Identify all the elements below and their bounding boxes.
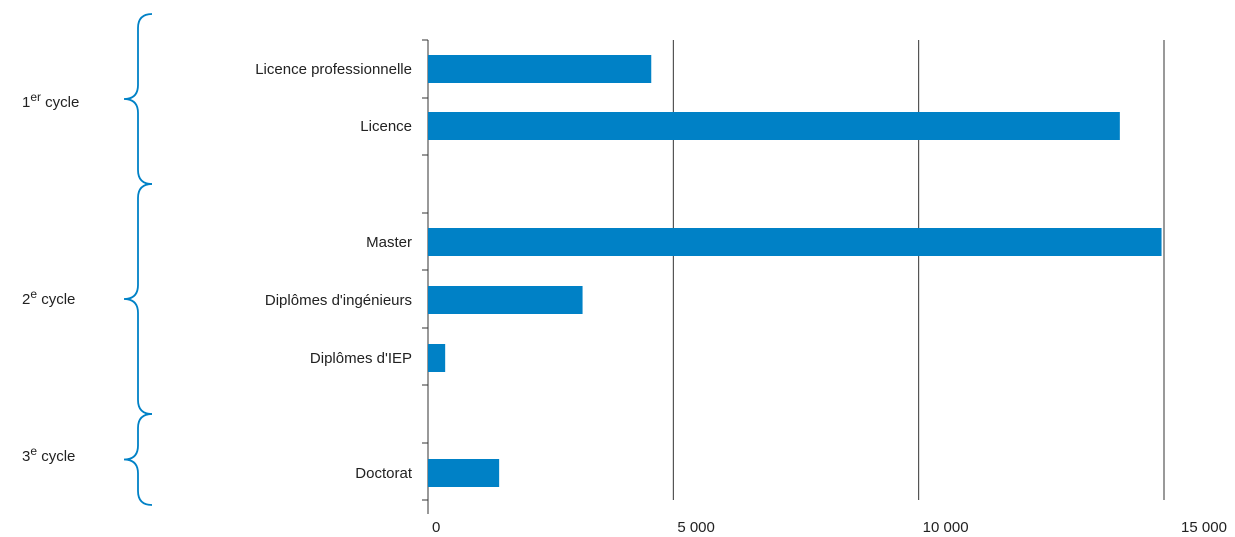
category-label: Diplômes d'ingénieurs (265, 292, 412, 309)
cycle-ordinal-suffix: er (30, 90, 41, 104)
bars (428, 55, 1162, 487)
bar (428, 459, 500, 487)
cycle-brace (123, 183, 153, 415)
cycle-ordinal-suffix: e (30, 444, 37, 458)
cycle-braces (123, 13, 153, 506)
y-axis (422, 39, 429, 514)
cycle-ordinal-suffix: e (30, 287, 37, 301)
cycle-brace (123, 413, 153, 506)
category-labels: Licence professionnelle Licence Master Dipl… (255, 61, 413, 482)
cycle-brace (123, 13, 153, 185)
x-tick-label: 15 000 (1181, 519, 1227, 536)
cycle-word: cycle (37, 448, 75, 465)
cycle-word: cycle (41, 94, 79, 111)
category-label: Doctorat (355, 465, 413, 482)
bar (428, 55, 652, 83)
cycle-label: 3e cycle (22, 444, 75, 465)
x-tick-label: 10 000 (923, 519, 969, 536)
category-label: Licence professionnelle (255, 61, 412, 78)
bar (428, 112, 1120, 140)
category-label: Licence (360, 118, 412, 135)
x-tick-label: 0 (432, 519, 440, 536)
x-tick-label: 5 000 (677, 519, 715, 536)
x-tick-labels: 0 5 000 10 000 15 000 (432, 519, 1227, 536)
cycle-label: 1er cycle (22, 90, 79, 111)
cycle-word: cycle (37, 291, 75, 308)
category-label: Diplômes d'IEP (310, 350, 412, 367)
cycle-number: 1 (22, 94, 30, 111)
vertical-gridlines (672, 40, 1165, 500)
cycle-number: 3 (22, 448, 30, 465)
bar (428, 228, 1162, 256)
category-label: Master (366, 234, 412, 251)
bar (428, 286, 583, 314)
cycle-number: 2 (22, 291, 30, 308)
cycle-label: 2e cycle (22, 287, 75, 308)
bar (428, 344, 446, 372)
